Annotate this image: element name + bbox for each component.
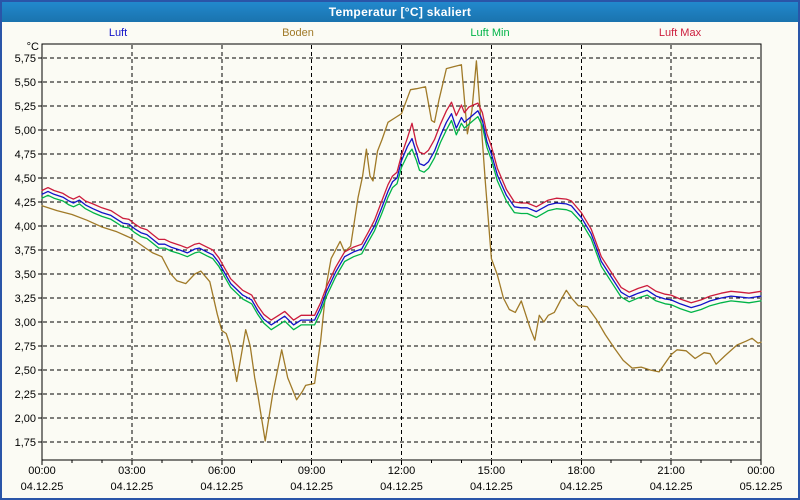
series-luft-max [41,101,762,321]
x-tick-date: 04.12.25 [21,481,64,493]
y-tick-label: 3,00 [15,317,36,329]
series-luft [41,110,762,326]
series-boden [41,60,762,442]
y-tick-label: 5,00 [15,125,36,137]
titlebar: Temperatur [°C] skaliert [2,2,798,22]
x-tick-date: 04.12.25 [200,481,243,493]
y-tick-label: 4,00 [15,221,36,233]
x-tick-date: 04.12.25 [290,481,333,493]
x-tick-date: 04.12.25 [380,481,423,493]
x-tick-time: 06:00 [208,465,236,477]
y-tick-label: 4,50 [15,173,36,185]
plot-frame [41,43,762,461]
x-tick-date: 04.12.25 [110,481,153,493]
series-luft-min [41,115,762,331]
y-tick-label: 2,25 [15,389,36,401]
x-tick-time: 15:00 [478,465,506,477]
y-tick-label: 5,75 [15,53,36,65]
y-tick-label: 2,75 [15,341,36,353]
legend-item-luft: Luft [108,27,128,39]
y-tick-label: 3,75 [15,245,36,257]
x-tick-date: 05.12.25 [740,481,783,493]
legend-item-luft-max: Luft Max [658,27,702,39]
y-tick-label: 1,75 [15,437,36,449]
x-tick-time: 21:00 [657,465,685,477]
x-tick-time: 09:00 [298,465,326,477]
x-tick-time: 00:00 [747,465,775,477]
x-tick-date: 04.12.25 [650,481,693,493]
y-tick-label: 3,25 [15,293,36,305]
y-tick-label: 5,25 [15,101,36,113]
x-tick-time: 18:00 [567,465,595,477]
legend: Luft Boden Luft Min Luft Max [2,23,798,40]
y-tick-label: 2,50 [15,365,36,377]
legend-item-boden: Boden [282,27,314,39]
legend-item-luft-min: Luft Min [470,27,510,39]
y-tick-label: 5,50 [15,77,36,89]
x-tick-time: 12:00 [388,465,416,477]
y-tick-label: 3,50 [15,269,36,281]
y-tick-label: 4,25 [15,197,36,209]
x-tick-date: 04.12.25 [560,481,603,493]
y-axis-unit: °C [27,41,39,53]
x-tick-time: 03:00 [118,465,146,477]
x-tick-date: 04.12.25 [470,481,513,493]
y-tick-label: 2,00 [15,413,36,425]
y-tick-label: 4,75 [15,149,36,161]
x-tick-time: 00:00 [28,465,56,477]
window-title: Temperatur [°C] skaliert [328,5,472,19]
